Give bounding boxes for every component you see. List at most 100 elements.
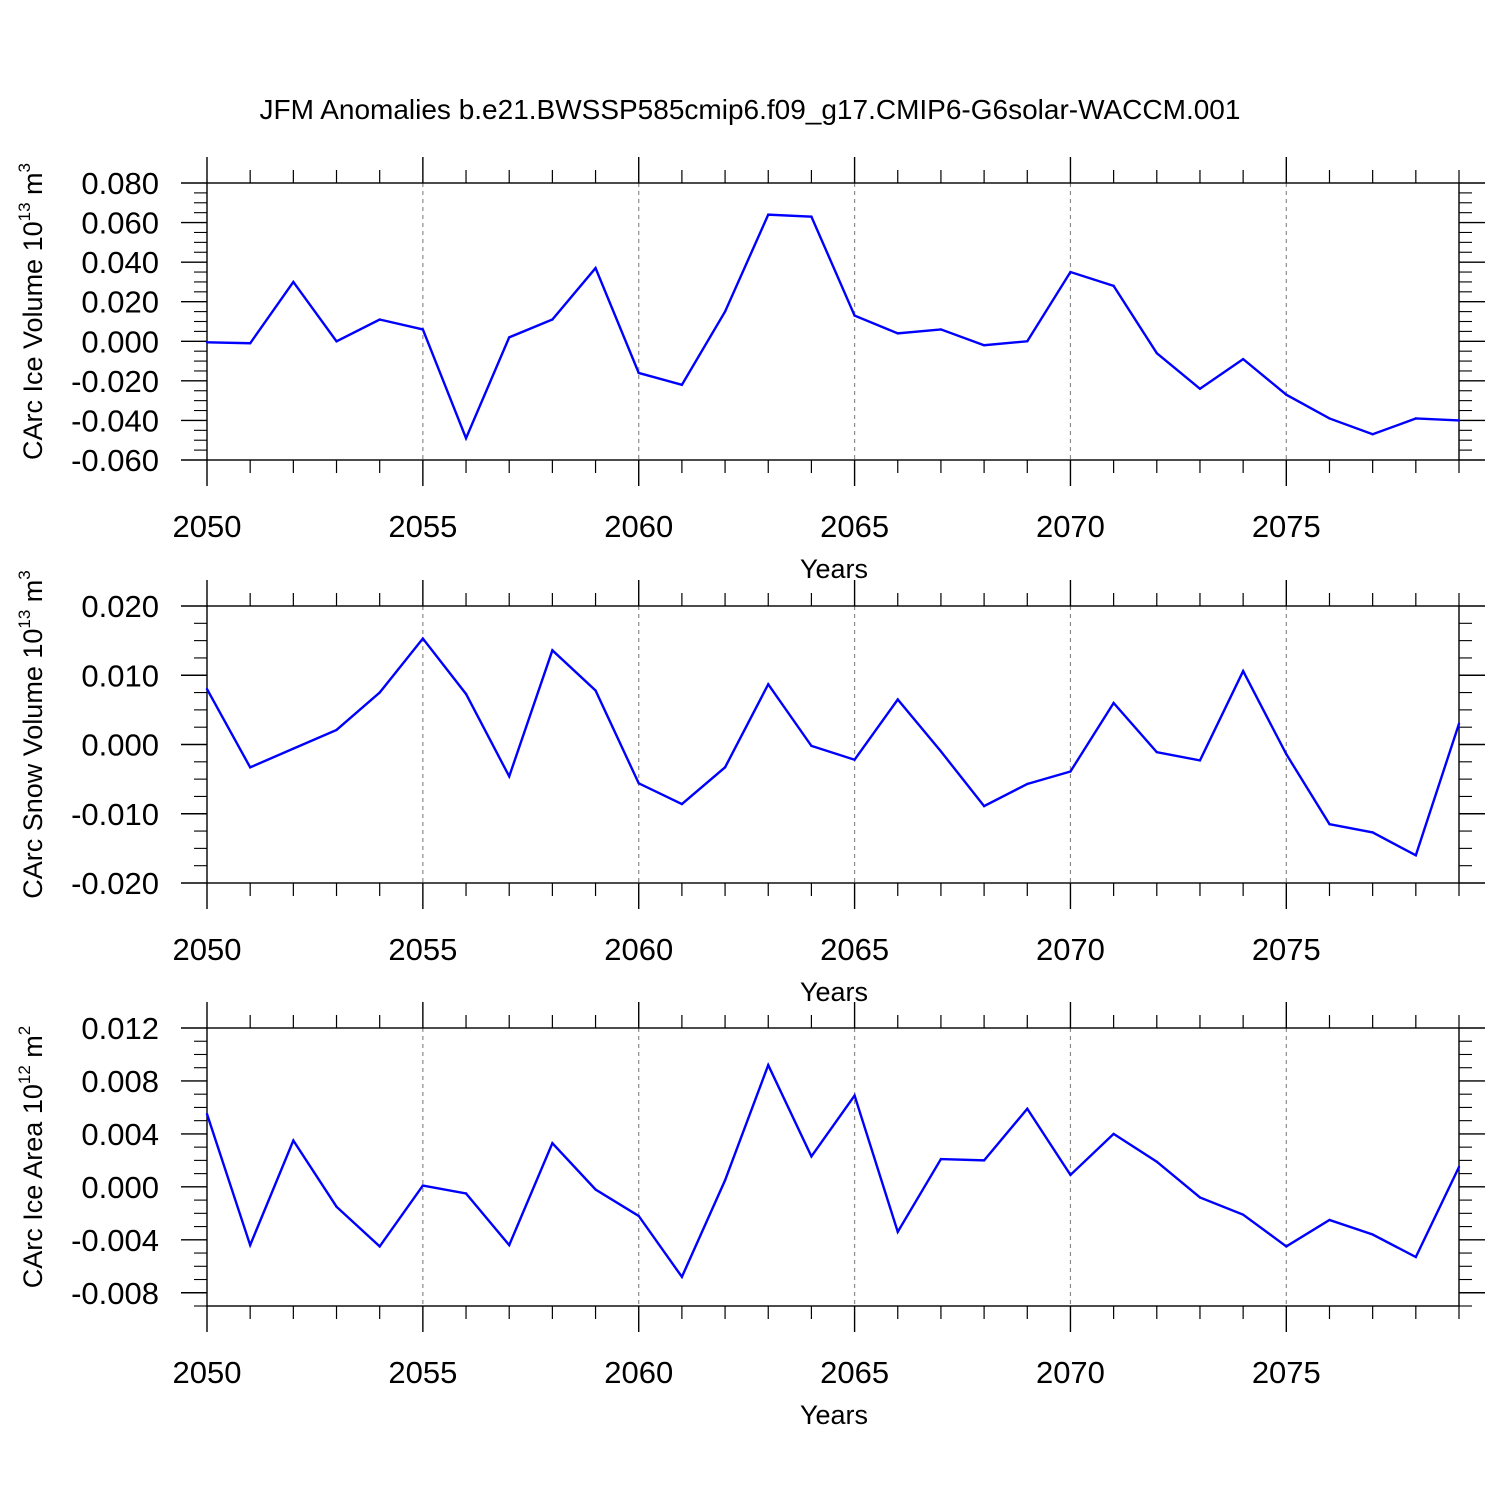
- data-point: [1112, 284, 1115, 288]
- data-point: [551, 1141, 554, 1145]
- x-tick-label: 2055: [388, 509, 457, 544]
- data-point: [464, 692, 468, 696]
- y-tick-label: 0.000: [81, 1170, 159, 1205]
- y-tick-label: 0.004: [81, 1117, 159, 1152]
- data-point: [810, 1155, 813, 1158]
- data-point: [421, 637, 425, 640]
- y-tick-label: 0.010: [81, 658, 159, 693]
- data-point: [810, 744, 813, 748]
- data-point: [723, 1179, 727, 1182]
- x-tick-label: 2050: [173, 932, 242, 967]
- x-tick-label: 2060: [604, 509, 673, 544]
- data-point: [982, 344, 986, 347]
- data-point: [637, 371, 640, 375]
- data-point: [1328, 1218, 1331, 1222]
- series-line: [205, 1061, 1461, 1280]
- panel-2: 0.020 0.010 0.000 -0.010 -0.020 2050 2055 2060 2…: [15, 570, 1485, 1007]
- data-point: [853, 1094, 856, 1097]
- data-point: [896, 1230, 899, 1234]
- y-tick-label: 0.008: [81, 1064, 159, 1099]
- y-tick-label: -0.020: [71, 866, 159, 901]
- x-tick-label: 2055: [388, 1355, 457, 1390]
- data-point: [1285, 752, 1288, 756]
- y-tick-label: -0.040: [71, 403, 159, 438]
- data-point: [1026, 340, 1029, 343]
- data-point: [1457, 722, 1461, 725]
- data-point: [421, 328, 425, 331]
- x-tick-label: 2065: [820, 1355, 889, 1390]
- panel-3: 0.012 0.008 0.004 0.000 -0.004 -0.008 2050 2055…: [15, 1002, 1485, 1430]
- data-point: [594, 266, 597, 270]
- y-tick-label: 0.080: [81, 166, 159, 201]
- y-tick-label: 0.060: [81, 206, 159, 241]
- data-point: [464, 1192, 468, 1195]
- data-point: [767, 683, 770, 686]
- data-point: [594, 689, 597, 692]
- y-axis-title: CArc Ice Volume 1013 m3: [15, 163, 48, 460]
- data-point: [378, 1245, 381, 1248]
- y-tick-label: 0.040: [81, 245, 159, 280]
- x-tick-label: 2075: [1252, 1355, 1321, 1390]
- data-point: [551, 649, 554, 652]
- data-point: [1241, 669, 1245, 673]
- y-tick-label: -0.010: [71, 797, 159, 832]
- data-point: [939, 1157, 943, 1161]
- series-line: [205, 636, 1461, 858]
- x-axis-title: Years: [800, 977, 868, 1007]
- data-point: [1371, 1233, 1374, 1236]
- data-point: [982, 1159, 986, 1162]
- data-point: [896, 698, 899, 701]
- data-point: [335, 1205, 338, 1208]
- data-point: [810, 215, 813, 218]
- chart-title: JFM Anomalies b.e21.BWSSP585cmip6.f09_g1…: [260, 94, 1241, 125]
- data-point: [551, 318, 554, 321]
- y-tick-label: 0.000: [81, 324, 159, 359]
- data-point: [421, 1184, 425, 1187]
- data-point: [1457, 419, 1461, 422]
- data-point: [939, 750, 943, 753]
- y-tick-label: 0.020: [81, 285, 159, 320]
- x-tick-label: 2060: [604, 1355, 673, 1390]
- data-point: [508, 336, 511, 339]
- data-point: [723, 310, 727, 313]
- plot-frame: [206, 605, 1460, 884]
- data-point: [680, 383, 684, 387]
- data-point: [1457, 1165, 1461, 1169]
- x-tick-label: 2075: [1252, 932, 1321, 967]
- data-point: [1069, 770, 1072, 773]
- data-point: [680, 1275, 684, 1279]
- data-point: [1371, 831, 1374, 834]
- data-point: [1414, 854, 1418, 857]
- data-point: [1198, 759, 1202, 762]
- y-tick-label: -0.004: [71, 1223, 159, 1258]
- data-point: [378, 691, 381, 694]
- data-point: [205, 341, 209, 344]
- data-point: [1155, 351, 1158, 355]
- data-point: [1155, 1160, 1158, 1163]
- data-point: [723, 766, 727, 769]
- series-line: [206, 213, 1460, 442]
- data-point: [1069, 1173, 1072, 1177]
- data-point: [248, 342, 252, 345]
- data-point: [248, 766, 252, 769]
- y-axis-title: CArc Ice Area 1012 m2: [15, 1026, 48, 1289]
- data-point: [1328, 417, 1331, 420]
- data-point: [680, 802, 684, 806]
- data-point: [292, 747, 295, 750]
- data-point: [1198, 1196, 1202, 1199]
- data-point: [248, 1243, 252, 1247]
- data-point: [637, 1214, 640, 1218]
- x-tick-label: 2060: [604, 932, 673, 967]
- data-point: [1241, 357, 1245, 361]
- data-point: [508, 1243, 511, 1247]
- data-point: [205, 1112, 209, 1116]
- x-tick-label: 2070: [1036, 1355, 1105, 1390]
- x-tick-label: 2075: [1252, 509, 1321, 544]
- data-point: [1112, 1132, 1115, 1136]
- data-point: [292, 280, 295, 284]
- data-point: [335, 728, 338, 732]
- data-point: [1112, 701, 1115, 705]
- data-point: [292, 1139, 295, 1142]
- data-point: [853, 758, 856, 761]
